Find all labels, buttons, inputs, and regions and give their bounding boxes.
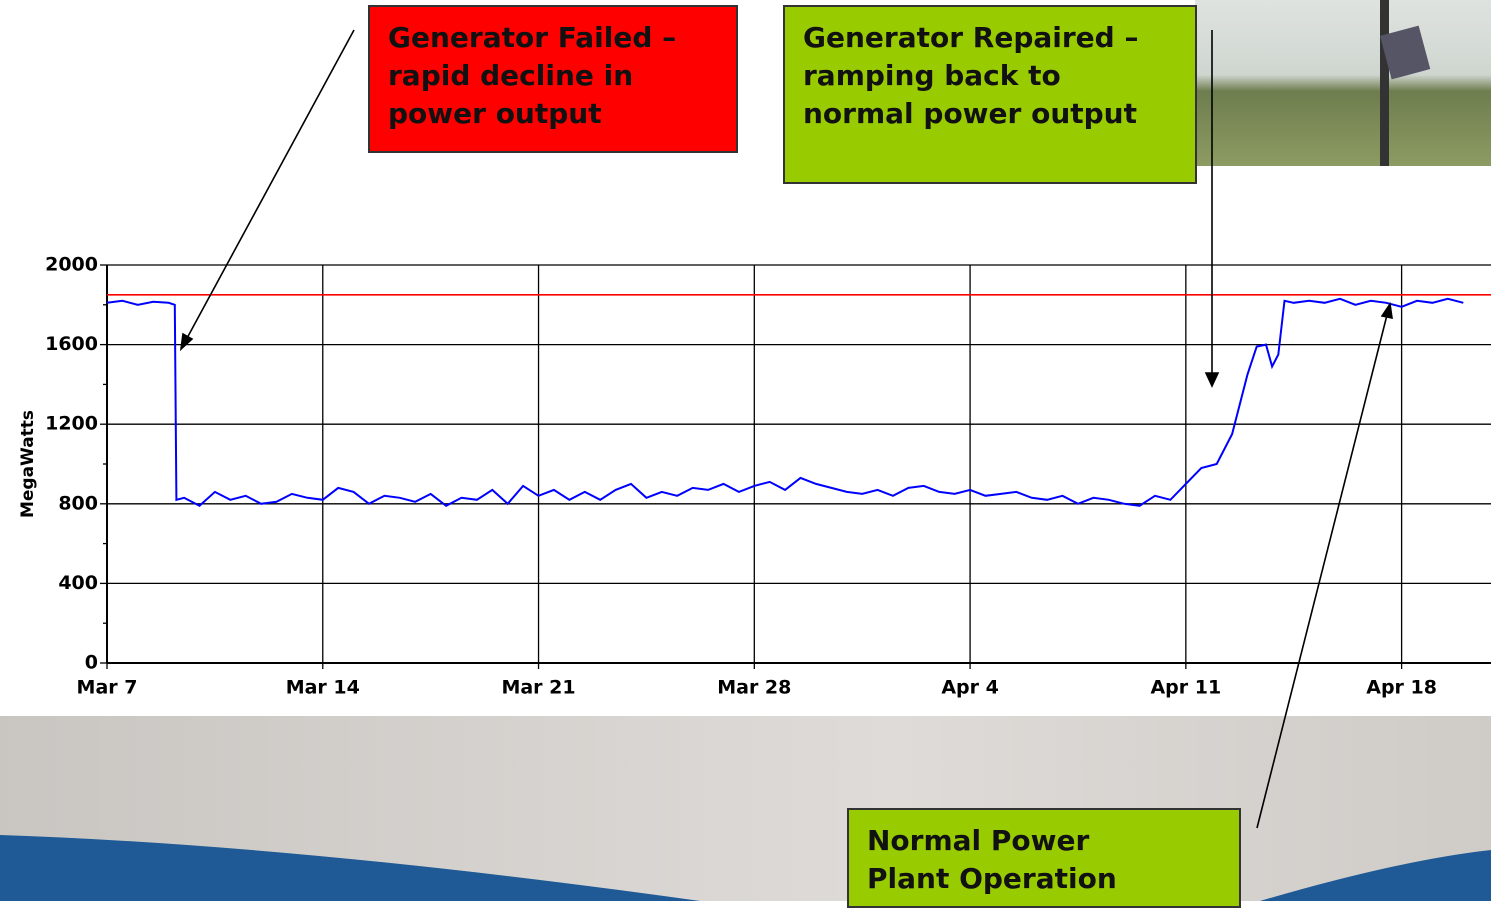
annotation: Generator Repaired – ramping back to nor… bbox=[783, 5, 1197, 184]
y-tick-label: 1200 bbox=[45, 413, 98, 435]
x-tick-label: Mar 14 bbox=[286, 677, 360, 699]
x-tick-label: Apr 4 bbox=[941, 677, 999, 699]
x-tick-label: Apr 11 bbox=[1150, 677, 1221, 699]
x-tick-label: Mar 7 bbox=[77, 677, 138, 699]
x-tick-label: Mar 21 bbox=[501, 677, 575, 699]
x-tick-label: Apr 18 bbox=[1366, 677, 1437, 699]
x-tick-label: Mar 28 bbox=[717, 677, 791, 699]
y-tick-label: 0 bbox=[85, 652, 98, 674]
photo bbox=[1195, 0, 1491, 166]
annotation: Normal Power Plant Operation bbox=[847, 808, 1241, 908]
photo-pole bbox=[1380, 0, 1389, 166]
y-tick-label: 800 bbox=[58, 492, 98, 514]
y-tick-label: 400 bbox=[58, 572, 98, 594]
y-tick-label: 2000 bbox=[45, 254, 98, 276]
y-tick-label: 1600 bbox=[45, 333, 98, 355]
annotation: Generator Failed – rapid decline in powe… bbox=[368, 5, 738, 153]
chart: 0 400 800 1200 1600 2000 Mar 7 Mar 14 Mar 21 Mar … bbox=[0, 0, 1491, 901]
y-axis-label: MegaWatts bbox=[18, 410, 38, 518]
slide: 0 400 800 1200 1600 2000 Mar 7 Mar 14 Mar 21 Mar … bbox=[0, 0, 1491, 901]
